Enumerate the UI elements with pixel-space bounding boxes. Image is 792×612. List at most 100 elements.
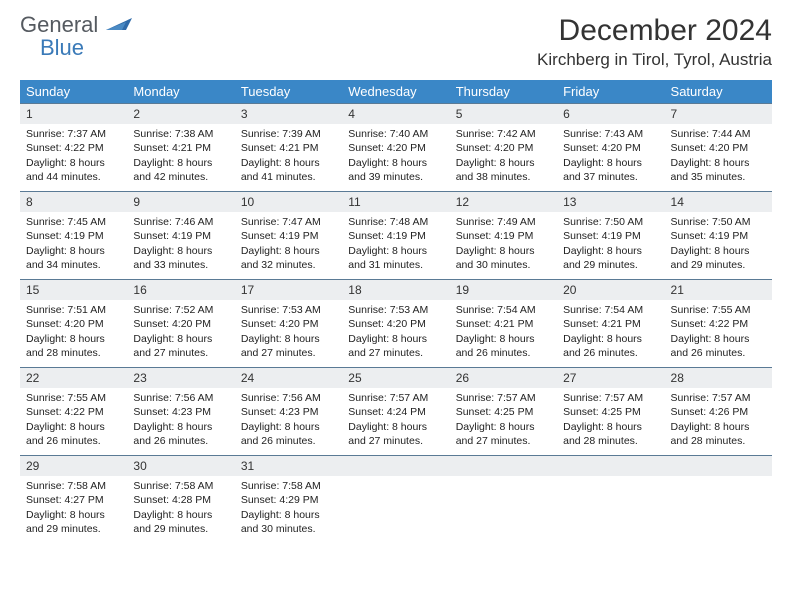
day-cell: 30Sunrise: 7:58 AMSunset: 4:28 PMDayligh… <box>127 455 234 543</box>
sunrise-line: Sunrise: 7:40 AM <box>348 127 443 141</box>
calendar-table: Sunday Monday Tuesday Wednesday Thursday… <box>20 80 772 543</box>
day-content: Sunrise: 7:49 AMSunset: 4:19 PMDaylight:… <box>450 212 557 278</box>
day-content: Sunrise: 7:42 AMSunset: 4:20 PMDaylight:… <box>450 124 557 190</box>
daylight-line: Daylight: 8 hours and 44 minutes. <box>26 156 121 184</box>
day-cell: 26 Sunrise: 7:57 AMSunset: 4:25 PMDayligh… <box>450 367 557 455</box>
day-content: Sunrise: 7:40 AMSunset: 4:20 PMDaylight:… <box>342 124 449 190</box>
week-row: 8Sunrise: 7:45 AMSunset: 4:19 PMDaylight… <box>20 191 772 279</box>
daylight-line: Daylight: 8 hours and 35 minutes. <box>671 156 766 184</box>
day-number: 11 <box>342 191 449 212</box>
daylight-line: Daylight: 8 hours and 41 minutes. <box>241 156 336 184</box>
sunrise-line: Sunrise: 7:46 AM <box>133 215 228 229</box>
sunset-line: Sunset: 4:20 PM <box>456 141 551 155</box>
logo-text: General Blue <box>20 14 134 59</box>
sunrise-line: Sunrise: 7:52 AM <box>133 303 228 317</box>
day-cell: 24Sunrise: 7:56 AMSunset: 4:23 PMDayligh… <box>235 367 342 455</box>
day-cell: 20Sunrise: 7:54 AMSunset: 4:21 PMDayligh… <box>557 279 664 367</box>
daylight-line: Daylight: 8 hours and 27 minutes. <box>133 332 228 360</box>
weekday-header: Monday <box>127 80 234 103</box>
day-content: Sunrise: 7:55 AMSunset: 4:22 PMDaylight:… <box>665 300 772 366</box>
sunset-line: Sunset: 4:20 PM <box>26 317 121 331</box>
day-number: 10 <box>235 191 342 212</box>
sunrise-line: Sunrise: 7:44 AM <box>671 127 766 141</box>
daylight-line: Daylight: 8 hours and 27 minutes. <box>241 332 336 360</box>
sunset-line: Sunset: 4:25 PM <box>456 405 551 419</box>
day-cell: 9Sunrise: 7:46 AMSunset: 4:19 PMDaylight… <box>127 191 234 279</box>
day-cell: 16Sunrise: 7:52 AMSunset: 4:20 PMDayligh… <box>127 279 234 367</box>
sunrise-line: Sunrise: 7:47 AM <box>241 215 336 229</box>
daylight-line: Daylight: 8 hours and 27 minutes. <box>348 332 443 360</box>
day-content: Sunrise: 7:57 AMSunset: 4:24 PMDaylight:… <box>342 388 449 454</box>
day-number: 26 <box>450 367 557 388</box>
day-number: 20 <box>557 279 664 300</box>
day-number: 27 <box>557 367 664 388</box>
day-cell: 5Sunrise: 7:42 AMSunset: 4:20 PMDaylight… <box>450 103 557 191</box>
day-cell: 2Sunrise: 7:38 AMSunset: 4:21 PMDaylight… <box>127 103 234 191</box>
sunset-line: Sunset: 4:19 PM <box>671 229 766 243</box>
sunset-line: Sunset: 4:20 PM <box>348 141 443 155</box>
daylight-line: Daylight: 8 hours and 28 minutes. <box>671 420 766 448</box>
day-content: Sunrise: 7:54 AMSunset: 4:21 PMDaylight:… <box>450 300 557 366</box>
sunrise-line: Sunrise: 7:48 AM <box>348 215 443 229</box>
month-title: December 2024 <box>537 14 772 48</box>
sunrise-line: Sunrise: 7:55 AM <box>26 391 121 405</box>
day-number: 17 <box>235 279 342 300</box>
sunrise-line: Sunrise: 7:54 AM <box>563 303 658 317</box>
sunrise-line: Sunrise: 7:37 AM <box>26 127 121 141</box>
day-cell: 21Sunrise: 7:55 AMSunset: 4:22 PMDayligh… <box>665 279 772 367</box>
day-number: 1 <box>20 103 127 124</box>
daylight-line: Daylight: 8 hours and 34 minutes. <box>26 244 121 272</box>
sunrise-line: Sunrise: 7:45 AM <box>26 215 121 229</box>
day-number: 5 <box>450 103 557 124</box>
day-content: Sunrise: 7:57 AMSunset: 4:25 PMDaylight:… <box>557 388 664 454</box>
weekday-header: Friday <box>557 80 664 103</box>
day-content: Sunrise: 7:56 AMSunset: 4:23 PMDaylight:… <box>235 388 342 454</box>
sunrise-line: Sunrise: 7:56 AM <box>241 391 336 405</box>
sunrise-line: Sunrise: 7:55 AM <box>671 303 766 317</box>
day-number: 9 <box>127 191 234 212</box>
sunrise-line: Sunrise: 7:57 AM <box>671 391 766 405</box>
sunrise-line: Sunrise: 7:58 AM <box>133 479 228 493</box>
week-row: 22Sunrise: 7:55 AMSunset: 4:22 PMDayligh… <box>20 367 772 455</box>
day-number: 3 <box>235 103 342 124</box>
sunrise-line: Sunrise: 7:57 AM <box>563 391 658 405</box>
daylight-line: Daylight: 8 hours and 26 minutes. <box>456 332 551 360</box>
weekday-header: Wednesday <box>342 80 449 103</box>
sunrise-line: Sunrise: 7:57 AM <box>348 391 443 405</box>
sunrise-line: Sunrise: 7:54 AM <box>456 303 551 317</box>
day-content: Sunrise: 7:46 AMSunset: 4:19 PMDaylight:… <box>127 212 234 278</box>
day-content: Sunrise: 7:58 AMSunset: 4:28 PMDaylight:… <box>127 476 234 542</box>
sunset-line: Sunset: 4:19 PM <box>348 229 443 243</box>
day-content: Sunrise: 7:50 AMSunset: 4:19 PMDaylight:… <box>665 212 772 278</box>
day-cell: 25Sunrise: 7:57 AMSunset: 4:24 PMDayligh… <box>342 367 449 455</box>
day-cell: 15Sunrise: 7:51 AMSunset: 4:20 PMDayligh… <box>20 279 127 367</box>
day-cell: 8Sunrise: 7:45 AMSunset: 4:19 PMDaylight… <box>20 191 127 279</box>
day-cell: 13Sunrise: 7:50 AMSunset: 4:19 PMDayligh… <box>557 191 664 279</box>
day-content: Sunrise: 7:50 AMSunset: 4:19 PMDaylight:… <box>557 212 664 278</box>
sunrise-line: Sunrise: 7:57 AM <box>456 391 551 405</box>
sunset-line: Sunset: 4:20 PM <box>348 317 443 331</box>
daylight-line: Daylight: 8 hours and 27 minutes. <box>348 420 443 448</box>
sunset-line: Sunset: 4:20 PM <box>563 141 658 155</box>
location: Kirchberg in Tirol, Tyrol, Austria <box>537 50 772 70</box>
day-cell <box>557 455 664 543</box>
header: General Blue December 2024 Kirchberg in … <box>20 14 772 70</box>
daylight-line: Daylight: 8 hours and 42 minutes. <box>133 156 228 184</box>
day-content: Sunrise: 7:53 AMSunset: 4:20 PMDaylight:… <box>235 300 342 366</box>
sunrise-line: Sunrise: 7:58 AM <box>241 479 336 493</box>
day-number: 25 <box>342 367 449 388</box>
day-number: 21 <box>665 279 772 300</box>
sunset-line: Sunset: 4:19 PM <box>456 229 551 243</box>
day-content: Sunrise: 7:53 AMSunset: 4:20 PMDaylight:… <box>342 300 449 366</box>
day-cell: 17Sunrise: 7:53 AMSunset: 4:20 PMDayligh… <box>235 279 342 367</box>
day-content: Sunrise: 7:54 AMSunset: 4:21 PMDaylight:… <box>557 300 664 366</box>
day-content: Sunrise: 7:44 AMSunset: 4:20 PMDaylight:… <box>665 124 772 190</box>
day-cell: 23Sunrise: 7:56 AMSunset: 4:23 PMDayligh… <box>127 367 234 455</box>
day-number: 2 <box>127 103 234 124</box>
day-cell <box>450 455 557 543</box>
sunset-line: Sunset: 4:23 PM <box>241 405 336 419</box>
daylight-line: Daylight: 8 hours and 39 minutes. <box>348 156 443 184</box>
day-cell: 7Sunrise: 7:44 AMSunset: 4:20 PMDaylight… <box>665 103 772 191</box>
daylight-line: Daylight: 8 hours and 29 minutes. <box>563 244 658 272</box>
daylight-line: Daylight: 8 hours and 27 minutes. <box>456 420 551 448</box>
